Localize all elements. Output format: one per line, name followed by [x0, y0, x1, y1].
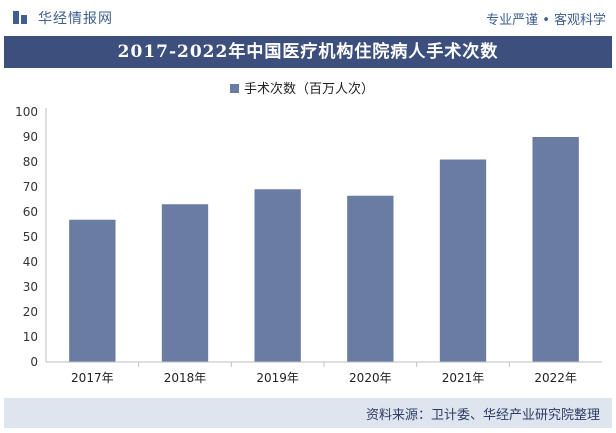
legend-label: 手术次数（百万人次） — [244, 81, 374, 97]
chart-area: 手术次数（百万人次） 0 10 20 30 40 50 60 70 80 90 100 2017年 2… — [4, 70, 612, 395]
bar-2017年 — [69, 219, 116, 362]
legend-swatch — [230, 84, 239, 93]
header-bar: 华经情报网 专业严谨 • 客观科学 — [0, 0, 616, 34]
x-tick-label: 2022年 — [534, 371, 577, 385]
source-note: 资料来源：卫计委、华经产业研究院整理 — [365, 408, 600, 423]
x-tick-label: 2017年 — [71, 371, 114, 385]
x-tick-label: 2019年 — [256, 371, 299, 385]
legend: 手术次数（百万人次） — [230, 81, 374, 97]
y-tick-label: 20 — [23, 305, 38, 319]
y-tick-label: 40 — [23, 255, 38, 269]
y-tick-label: 50 — [23, 230, 38, 244]
bars — [69, 137, 579, 362]
footer-bar: 资料来源：卫计委、华经产业研究院整理 — [4, 398, 612, 428]
y-tick-label: 60 — [23, 205, 38, 219]
x-tick-label: 2020年 — [349, 371, 392, 385]
bar-2019年 — [254, 189, 301, 362]
tagline: 专业严谨 • 客观科学 — [486, 13, 606, 28]
y-tick-label: 0 — [30, 355, 38, 369]
y-tick-label: 30 — [23, 280, 38, 294]
x-axis: 2017年 2018年 2019年 2020年 2021年 2022年 — [46, 361, 602, 385]
chart-title: 2017-2022年中国医疗机构住院病人手术次数 — [4, 36, 612, 68]
bar-2022年 — [532, 137, 579, 362]
bar-2018年 — [161, 204, 209, 362]
bar-2021年 — [439, 159, 487, 362]
y-tick-label: 80 — [23, 155, 38, 169]
bar-2020年 — [347, 195, 394, 362]
x-tick-label: 2018年 — [164, 371, 207, 385]
y-tick-label: 100 — [15, 105, 38, 119]
y-axis: 0 10 20 30 40 50 60 70 80 90 100 — [15, 105, 47, 369]
y-tick-label: 90 — [23, 130, 38, 144]
y-tick-label: 10 — [23, 330, 38, 344]
x-tick-label: 2021年 — [442, 371, 485, 385]
y-tick-label: 70 — [23, 180, 38, 194]
brand-name: 华经情报网 — [38, 11, 113, 27]
brand-logo-icon — [13, 11, 27, 24]
